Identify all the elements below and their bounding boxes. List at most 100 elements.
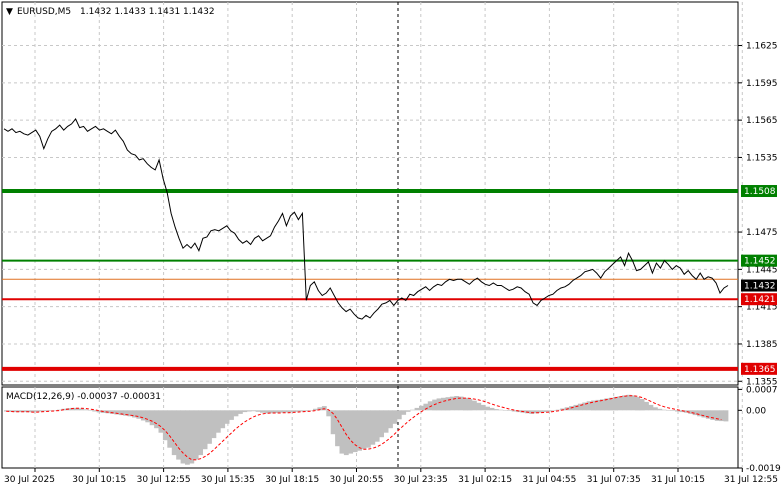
macd-histogram-bar [83,409,89,411]
price-level-tag: 1.1452 [741,254,777,267]
macd-histogram-bar [630,395,636,411]
macd-histogram-bar [449,396,455,411]
macd-label: MACD(12,26,9) -0.00037 -0.00031 [6,392,161,402]
macd-histogram-bar [555,409,561,411]
header-arrow[interactable]: ▼ [6,7,13,17]
macd-histogram-bar [220,410,226,429]
macd-histogram-bar [485,406,490,411]
macd-histogram-bar [48,410,53,411]
macd-histogram-bar [193,410,199,460]
macd-histogram-bar [507,410,513,411]
macd-histogram-bar [202,410,208,450]
macd-histogram-bar [445,397,451,411]
price-level-tag-box [741,185,777,198]
macd-histogram-bar [366,410,371,448]
price-level-tag-text: 1.1365 [744,365,776,375]
macd-histogram-bar [180,410,186,464]
macd-histogram-bar [472,400,477,411]
price-level-tag-box [741,254,777,267]
price-level-tag-text: 1.1452 [744,257,776,267]
price-levels [2,189,738,371]
time-tick-label: 30 Jul 20:55 [330,475,384,485]
time-axis: 30 Jul 2025 30 Jul 10:15 30 Jul 12:55 30 Ju… [4,468,778,485]
macd-histogram-bar [308,410,314,411]
macd-histogram-bar [441,397,446,411]
macd-histogram-bar [582,402,588,411]
macd-histogram-bar [260,410,265,413]
macd-histogram-bar [158,410,164,433]
macd-histogram-bar [339,410,345,454]
macd-histogram-bar [92,410,98,412]
macd-histogram-bar [427,401,433,411]
macd-histogram-bar [595,399,601,411]
macd-histogram-bar [626,394,632,411]
price-tick-label: 1.1565 [746,116,778,126]
macd-histogram-bar [39,410,45,412]
macd-histogram-bar [140,410,146,421]
time-tick-label: 30 Jul 10:15 [72,475,126,485]
macd-histogram-bar [661,409,667,411]
price-tick-label: 1.1595 [746,79,778,89]
time-tick-label: 31 Jul 04:55 [522,475,576,485]
macd-histogram-bar [502,410,508,411]
macd-histogram-bar [405,410,411,412]
macd-histogram-bar [591,400,596,411]
macd-histogram-bar [701,410,707,418]
macd-histogram-bar [321,406,327,411]
macd-histogram-bar [127,410,133,417]
macd-histogram-bar [648,404,654,411]
price-level-tag: 1.1432 [741,279,777,292]
time-tick-label: 31 Jul 02:15 [458,475,512,485]
macd-histogram-bar [560,408,565,411]
macd-histogram-bar [57,409,62,411]
macd-histogram-bar [379,410,384,438]
price-level-tag-text: 1.1432 [744,282,776,292]
macd-histogram-bar [96,410,102,413]
macd-histogram-bar [635,396,641,411]
macd-histogram-bar [463,397,468,411]
macd-histogram-bar [494,409,499,411]
macd-histogram-bar [436,398,442,411]
macd-histogram-bar [30,410,36,413]
macd-histogram-bar [714,410,720,421]
macd-histogram-bar [21,410,27,413]
macd-histogram-bar [317,407,323,411]
macd-histogram-bar [675,410,680,412]
macd-histogram-bar [79,408,84,411]
macd-histogram-bar [277,410,283,413]
macd-histogram-bar [74,407,80,411]
macd-histogram-bar [498,409,504,411]
macd-histogram-bar [114,410,120,415]
price-tick-label: 1.1535 [746,153,778,163]
price-tick-label: 1.1475 [746,228,778,238]
time-tick-label: 30 Jul 23:35 [394,475,448,485]
macd-histogram-bar [207,410,212,444]
macd-histogram-bar [189,410,195,464]
macd-histogram-bar [414,407,420,411]
time-tick-label: 30 Jul 18:15 [265,475,319,485]
macd-histogram-bar [688,410,694,414]
macd-series [4,394,729,465]
macd-histogram-bar [683,410,689,413]
macd-histogram-bar [657,408,663,411]
macd-histogram-bar [162,410,168,441]
price-tick-label: 1.1415 [746,303,778,313]
macd-histogram-bar [357,410,362,451]
macd-histogram-bar [291,410,296,413]
macd-histogram-bar [573,404,579,411]
macd-tick-label: 0.00 [746,406,766,416]
macd-histogram-bar [600,399,605,411]
macd-histogram-bar [710,410,716,420]
macd-histogram-bar [233,410,239,417]
price-level-tag: 1.1508 [741,185,777,198]
macd-histogram-bar [149,410,155,426]
macd-histogram-bar [723,410,729,422]
macd-histogram-bar [467,399,473,411]
macd-histogram-bar [542,410,548,413]
price-tick-label: 1.1385 [746,340,778,350]
price-level-tag-text: 1.1421 [744,295,776,305]
macd-histogram-bar [198,410,203,456]
macd-histogram-bar [304,410,309,412]
